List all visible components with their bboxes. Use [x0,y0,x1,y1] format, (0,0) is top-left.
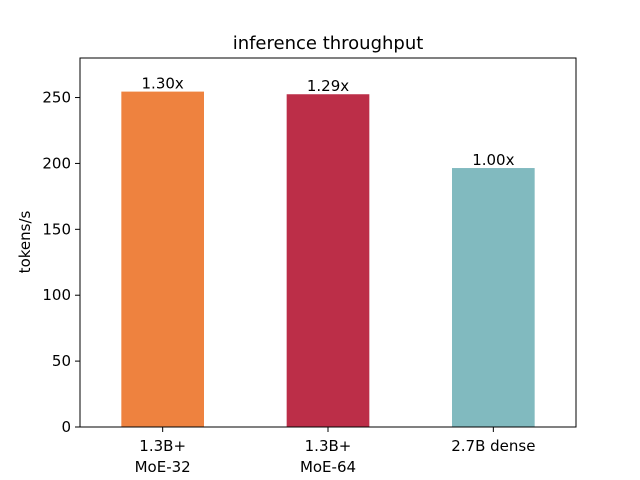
y-tick-label-50: 50 [52,352,71,370]
bar-value-label-2: 1.29x [307,77,349,95]
chart-title: inference throughput [233,33,424,54]
x-tick-label-line: 1.3B+ [139,437,186,455]
x-tick-label-2: 1.3B+ MoE-64 [300,437,356,476]
bar-1 [121,91,204,428]
x-tick-label-line: 1.3B+ [305,437,352,455]
x-tick-label-line: MoE-32 [135,458,191,476]
y-axis-label: tokens/s [16,211,34,274]
y-tick-label-200: 200 [42,154,71,172]
y-tick-label-250: 250 [42,89,71,107]
y-tick-label-100: 100 [42,286,71,304]
x-tick-label-line: 2.7B dense [451,437,535,455]
x-tick-label-1: 1.3B+ MoE-32 [135,437,191,476]
bars-layer [121,91,535,428]
x-axis: 1.3B+ MoE-32 1.3B+ MoE-64 2.7B dense [135,427,535,476]
x-tick-label-3: 2.7B dense [451,437,535,455]
y-tick-label-0: 0 [61,418,71,436]
bar-2 [286,94,370,427]
x-tick-label-line: MoE-64 [300,458,356,476]
y-tick-label-150: 150 [42,220,71,238]
bar-3 [452,168,535,427]
bar-labels-layer: 1.30x 1.29x 1.00x [142,75,515,169]
bar-value-label-3: 1.00x [472,151,514,169]
y-axis: 0 50 100 150 200 250 [42,89,80,436]
bar-value-label-1: 1.30x [142,75,184,93]
plot-frame [79,57,577,428]
